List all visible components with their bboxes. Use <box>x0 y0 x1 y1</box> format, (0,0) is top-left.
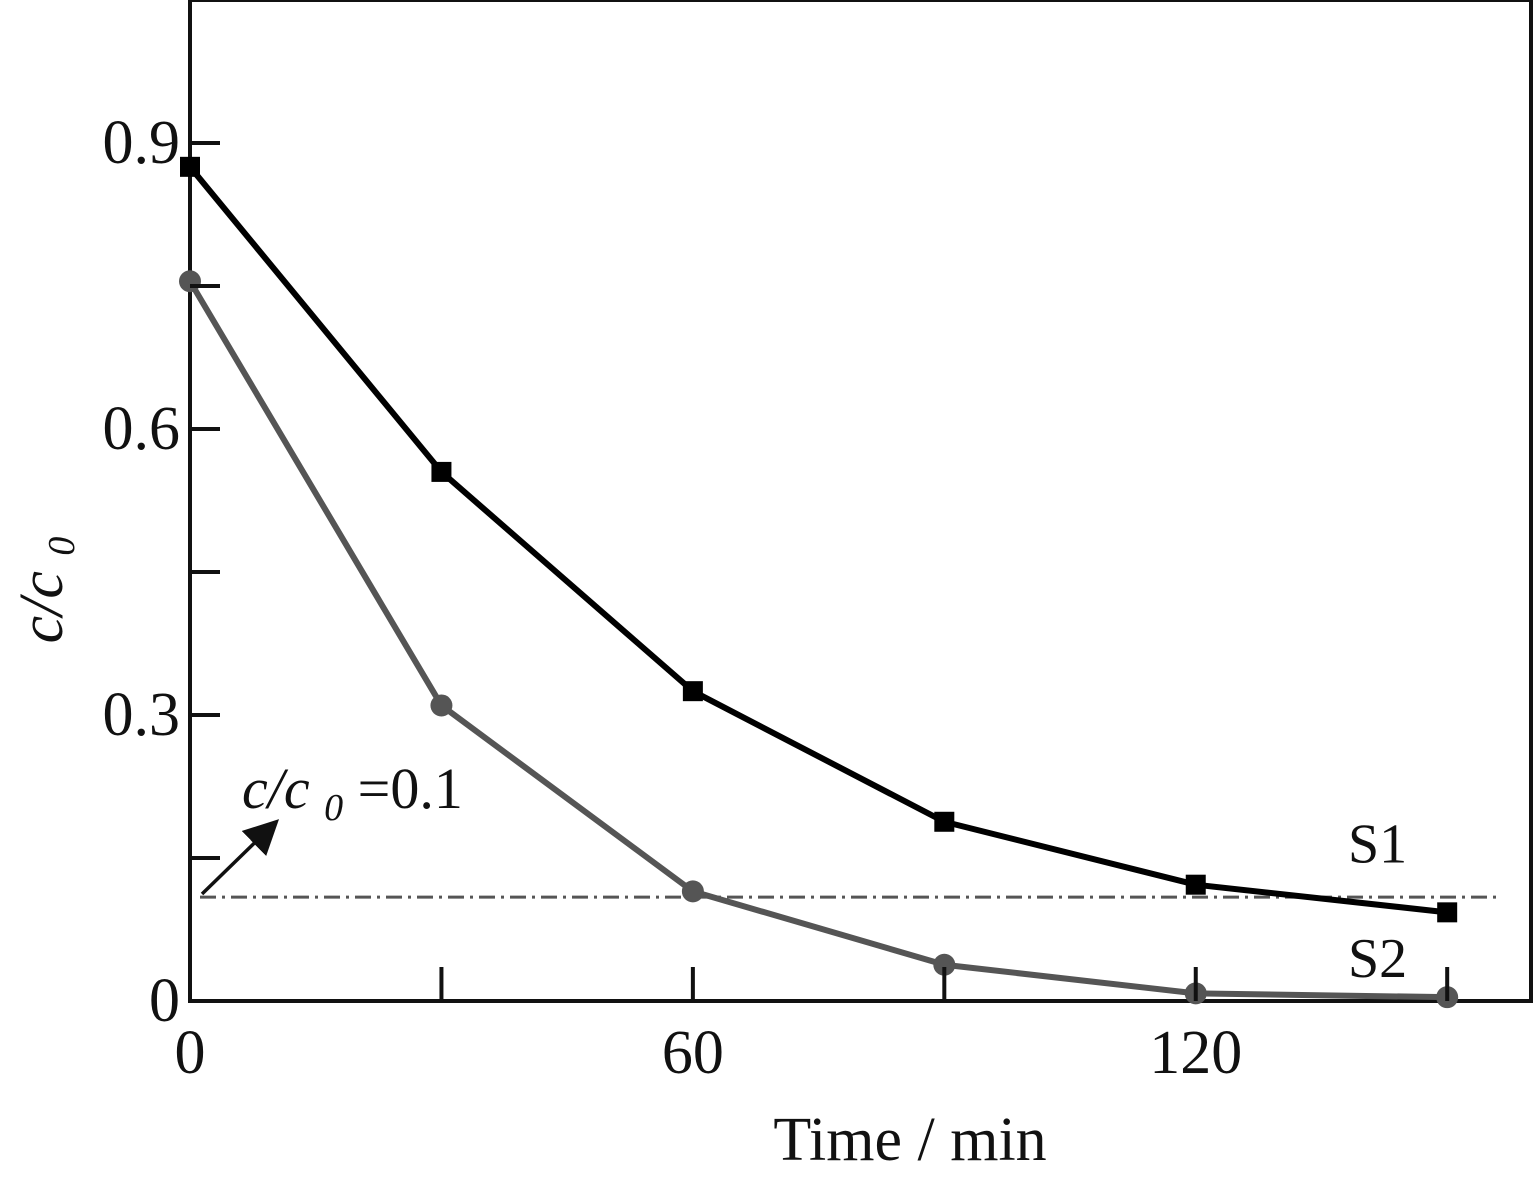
series-line-s1 <box>187 164 1448 916</box>
x-tick-label: 0 <box>175 1019 206 1087</box>
y-tick-label: 0.6 <box>103 395 181 463</box>
data-point-s1 <box>1185 874 1206 895</box>
series-s1: S1 <box>180 156 1458 923</box>
tick-labels-group: 0 60 120 0 0.3 0.6 0.9 <box>103 109 1243 1087</box>
annotation-label: c/c 0 =0.1 <box>242 756 463 833</box>
annotation-subscript: 0 <box>324 787 343 829</box>
ticks-group <box>188 0 1450 1003</box>
series-label-s1: S1 <box>1348 813 1407 875</box>
data-point-s2 <box>430 694 453 717</box>
series-group: S1 S2 <box>179 156 1459 1009</box>
x-tick-label: 120 <box>1149 1019 1242 1087</box>
series-line-s2 <box>187 279 1448 1001</box>
series-label-s2: S2 <box>1348 928 1407 990</box>
y-axis-title: c/c 0 <box>8 537 83 644</box>
y-axis-title-main: c/c <box>8 571 76 643</box>
y-tick-label: 0 <box>149 967 180 1035</box>
data-point-s2 <box>681 880 704 903</box>
data-point-s2 <box>179 270 201 293</box>
x-axis-title: Time / min <box>773 1106 1046 1174</box>
data-point-s1 <box>1437 902 1458 923</box>
data-point-s1 <box>934 811 955 832</box>
plot-area <box>188 0 1533 1003</box>
y-axis-title-subscript: 0 <box>41 537 83 556</box>
annotation-arrow <box>200 819 280 896</box>
plot-frame <box>188 0 1533 1003</box>
y-tick-label: 0.9 <box>103 109 181 177</box>
x-tick-label: 60 <box>662 1019 724 1087</box>
annotation-main: c/c <box>242 756 310 821</box>
data-point-s1 <box>180 156 200 177</box>
y-tick-label: 0.3 <box>103 681 181 749</box>
data-point-s2 <box>933 953 956 976</box>
data-point-s1 <box>682 681 703 702</box>
data-point-s1 <box>431 461 452 482</box>
annotation-suffix: =0.1 <box>358 756 463 821</box>
